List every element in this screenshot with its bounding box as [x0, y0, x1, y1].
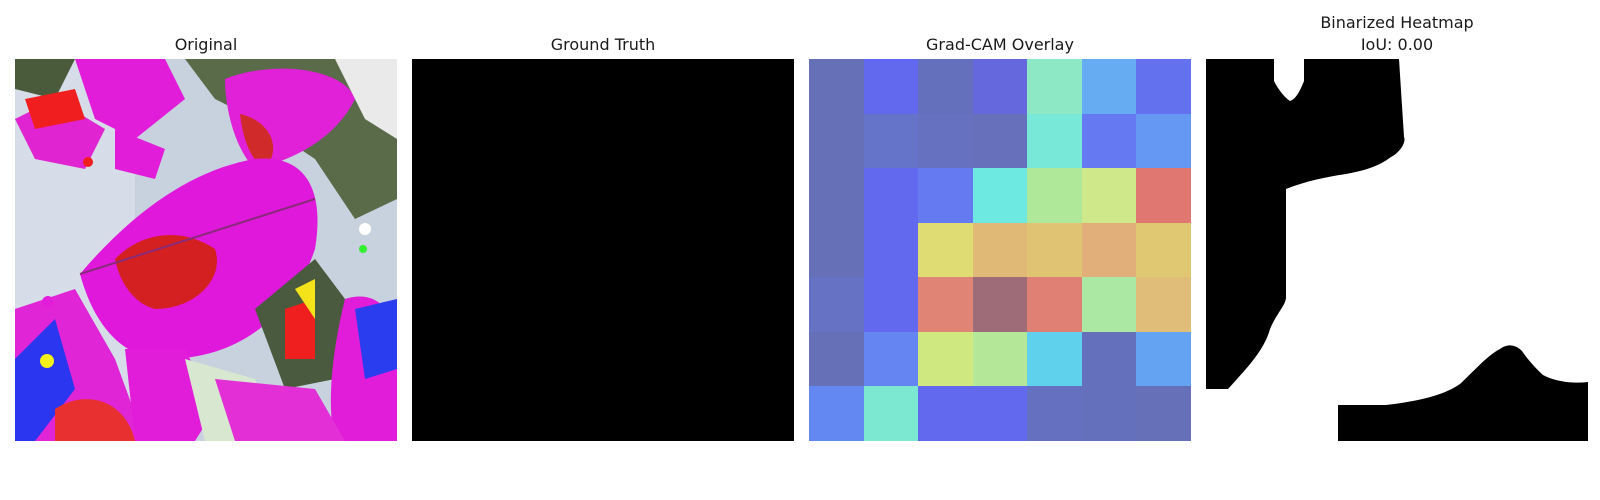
iou-score-label: IoU: 0.00 — [1360, 35, 1434, 54]
gradcam-overlay-image — [809, 59, 1191, 441]
gradcam-cell — [1136, 386, 1191, 441]
gradcam-cell — [1081, 59, 1137, 114]
gradcam-cell — [809, 168, 864, 223]
gradcam-cell — [972, 59, 1028, 114]
gradcam-cell — [1081, 222, 1137, 278]
gradcam-cell — [809, 277, 864, 332]
gradcam-cell — [809, 59, 864, 114]
gradcam-cell — [918, 113, 973, 169]
gradcam-cell — [1081, 168, 1137, 223]
gradcam-cell — [809, 331, 864, 387]
gradcam-cell — [972, 222, 1028, 278]
gradcam-cell — [918, 277, 973, 332]
gradcam-cell — [863, 59, 919, 114]
panel-ground-truth: Ground Truth — [412, 0, 794, 442]
gradcam-cell — [1027, 277, 1082, 332]
gradcam-cell — [1081, 331, 1137, 387]
gradcam-cell — [863, 386, 919, 441]
gradcam-cell — [1027, 59, 1082, 114]
gradcam-cell — [1027, 386, 1082, 441]
binarized-mask-shape — [1206, 59, 1588, 441]
gradcam-grid — [809, 59, 1191, 441]
panel-title-binarized: Binarized Heatmap — [1320, 13, 1474, 32]
gradcam-cell — [972, 113, 1028, 169]
panel-title-ground-truth: Ground Truth — [550, 35, 656, 54]
original-leaf-picture — [15, 59, 397, 441]
panel-gradcam-overlay: Grad-CAM Overlay — [809, 0, 1191, 442]
gradcam-cell — [1027, 331, 1082, 387]
gradcam-cell — [1027, 222, 1082, 278]
gradcam-cell — [1081, 113, 1137, 169]
gradcam-cell — [863, 168, 919, 223]
gradcam-cell — [972, 331, 1028, 387]
gradcam-cell — [918, 331, 973, 387]
gradcam-cell — [918, 59, 973, 114]
gradcam-cell — [1136, 331, 1191, 387]
gradcam-cell — [972, 168, 1028, 223]
panel-binarized-heatmap: Binarized Heatmap IoU: 0.00 — [1206, 0, 1588, 442]
gradcam-cell — [863, 113, 919, 169]
gradcam-cell — [1081, 386, 1137, 441]
original-image — [15, 59, 397, 441]
gradcam-cell — [1136, 277, 1191, 332]
gradcam-cell — [809, 386, 864, 441]
gradcam-cell — [1027, 168, 1082, 223]
gradcam-cell — [972, 277, 1028, 332]
gradcam-cell — [918, 222, 973, 278]
gradcam-cell — [809, 222, 864, 278]
gradcam-cell — [972, 386, 1028, 441]
binarized-heatmap-image — [1206, 59, 1588, 441]
gradcam-cell — [863, 222, 919, 278]
gradcam-cell — [1136, 113, 1191, 169]
gradcam-cell — [1136, 168, 1191, 223]
gradcam-cell — [863, 331, 919, 387]
ground-truth-mask — [412, 59, 794, 441]
panel-title-original: Original — [174, 35, 238, 54]
gradcam-cell — [918, 386, 973, 441]
gradcam-cell — [1081, 277, 1137, 332]
gradcam-cell — [918, 168, 973, 223]
panel-original: Original — [15, 0, 397, 442]
panel-title-gradcam: Grad-CAM Overlay — [926, 35, 1074, 54]
gradcam-cell — [1027, 113, 1082, 169]
gradcam-cell — [863, 277, 919, 332]
gradcam-cell — [1136, 59, 1191, 114]
gradcam-cell — [809, 113, 864, 169]
gradcam-cell — [1136, 222, 1191, 278]
